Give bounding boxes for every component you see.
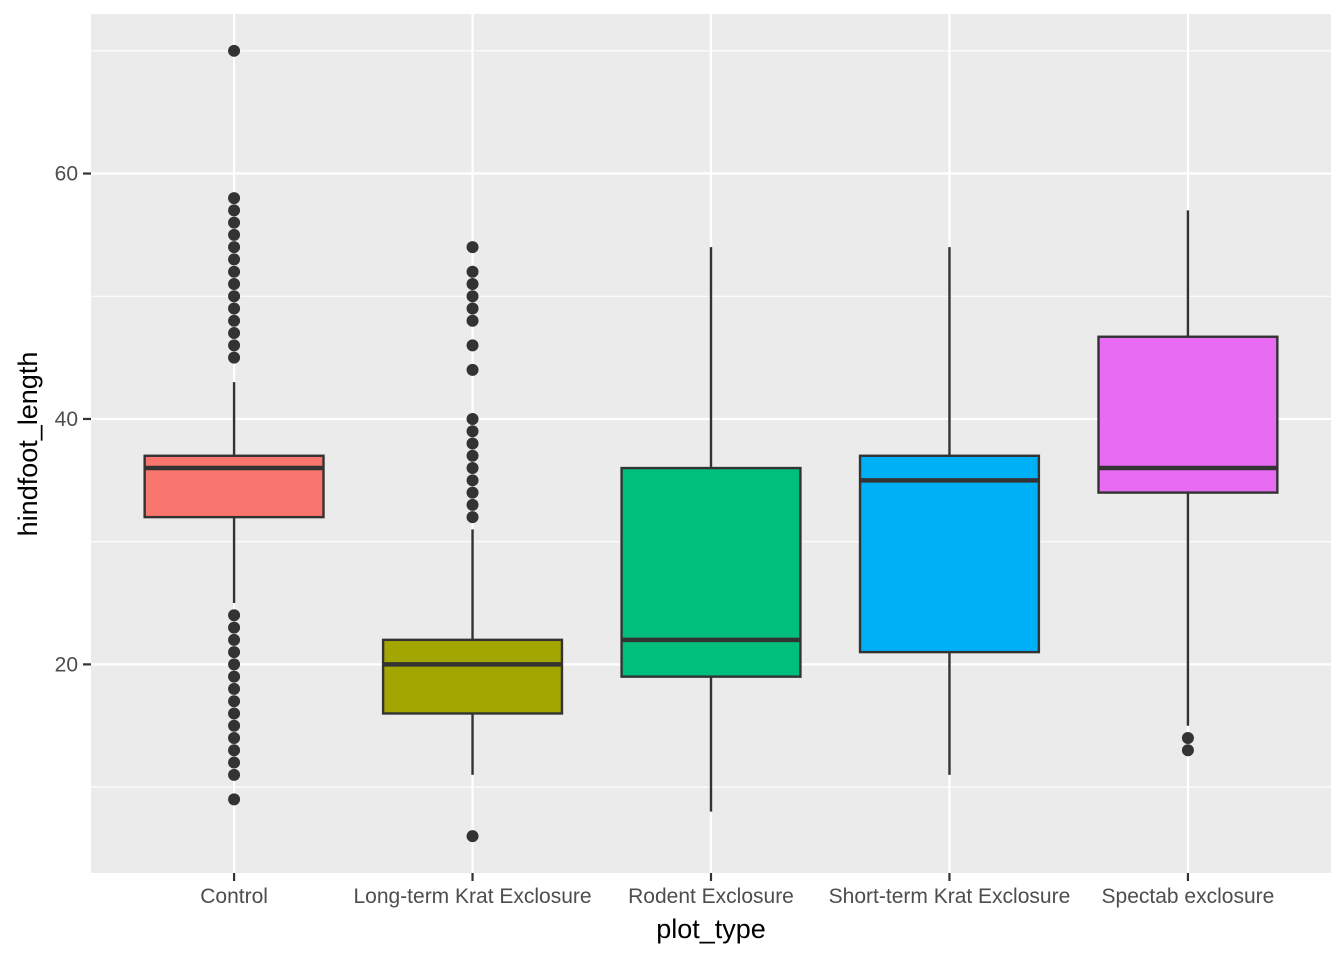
outlier-point xyxy=(228,216,241,229)
x-tick-label: Rodent Exclosure xyxy=(628,885,794,908)
outlier-point xyxy=(228,351,241,364)
box-spectab-exclosure xyxy=(1097,210,1279,757)
outlier-point xyxy=(1181,732,1194,745)
outlier-point xyxy=(228,192,241,205)
outlier-point xyxy=(466,486,479,499)
outlier-point xyxy=(228,633,241,646)
outlier-point xyxy=(466,314,479,327)
outlier-point xyxy=(466,498,479,511)
outlier-point xyxy=(466,339,479,352)
x-axis: Control Long-term Krat Exclosure Rodent Ex… xyxy=(200,873,1274,908)
outlier-point xyxy=(466,412,479,425)
outlier-point xyxy=(466,363,479,376)
outlier-point xyxy=(466,302,479,315)
outlier-point xyxy=(466,265,479,278)
outlier-point xyxy=(228,621,241,634)
outlier-point xyxy=(228,339,241,352)
x-axis-title: plot_type xyxy=(656,914,766,944)
box-long-term-krat-exclosure xyxy=(381,241,564,843)
outlier-point xyxy=(228,228,241,241)
outlier-point xyxy=(466,277,479,290)
outlier-point xyxy=(228,744,241,757)
outlier-point xyxy=(228,658,241,671)
outlier-point xyxy=(466,449,479,462)
y-tick-label: 60 xyxy=(55,163,78,186)
outlier-point xyxy=(228,314,241,327)
outlier-point xyxy=(228,277,241,290)
box-rodent-exclosure xyxy=(620,247,802,812)
outlier-point xyxy=(466,830,479,843)
outlier-point xyxy=(466,241,479,254)
box-body xyxy=(143,454,325,519)
box-series xyxy=(143,44,1279,843)
x-tick-label: Short-term Krat Exclosure xyxy=(829,885,1071,908)
outlier-point xyxy=(466,425,479,438)
outlier-point xyxy=(228,253,241,266)
outlier-point xyxy=(228,682,241,695)
outlier-point xyxy=(466,511,479,524)
x-tick-label: Control xyxy=(200,885,268,908)
outlier-point xyxy=(228,732,241,745)
outlier-point xyxy=(228,609,241,622)
box-body xyxy=(620,466,802,678)
box-control xyxy=(143,44,325,806)
outlier-point xyxy=(228,241,241,254)
outlier-point xyxy=(228,756,241,769)
outlier-point xyxy=(228,719,241,732)
outlier-point xyxy=(228,793,241,806)
outlier-point xyxy=(228,670,241,683)
box-body xyxy=(381,638,564,715)
box-short-term-krat-exclosure xyxy=(858,247,1041,775)
outlier-point xyxy=(228,290,241,303)
outlier-point xyxy=(228,204,241,217)
y-tick-label: 20 xyxy=(55,653,78,676)
outlier-point xyxy=(228,646,241,659)
outlier-point xyxy=(228,768,241,781)
y-axis-title: hindfoot_length xyxy=(13,352,43,537)
outlier-point xyxy=(228,695,241,708)
outlier-point xyxy=(466,290,479,303)
outlier-point xyxy=(228,265,241,278)
outlier-point xyxy=(466,462,479,475)
x-tick-label: Spectab exclosure xyxy=(1102,885,1275,908)
x-tick-label: Long-term Krat Exclosure xyxy=(353,885,591,908)
outlier-point xyxy=(228,707,241,720)
outlier-point xyxy=(466,437,479,450)
outlier-point xyxy=(228,302,241,315)
outlier-point xyxy=(228,44,241,57)
outlier-point xyxy=(466,474,479,487)
y-tick-label: 40 xyxy=(55,408,78,431)
y-axis: 20 40 60 xyxy=(55,163,91,676)
box-body xyxy=(858,454,1041,654)
outlier-point xyxy=(1181,744,1194,757)
outlier-point xyxy=(228,327,241,340)
